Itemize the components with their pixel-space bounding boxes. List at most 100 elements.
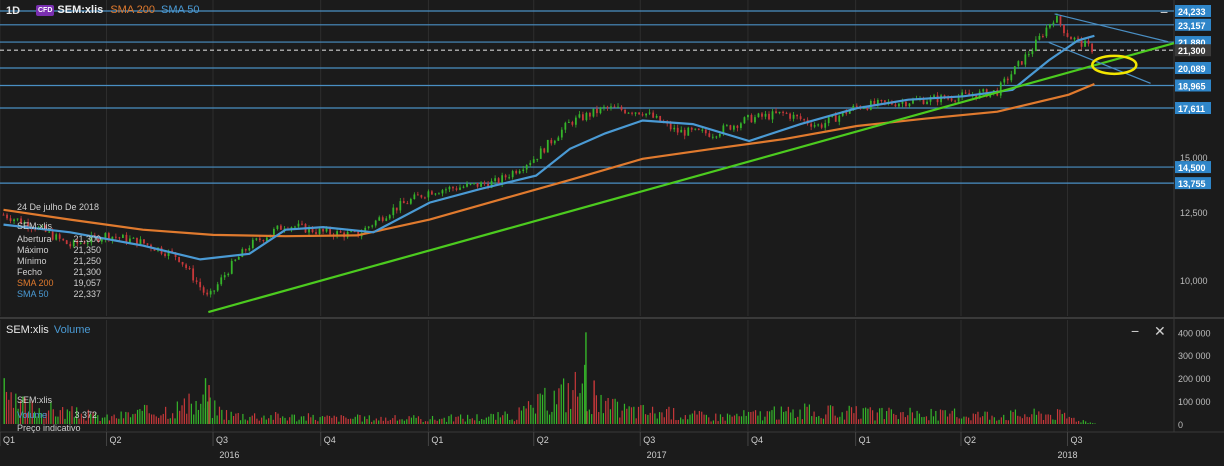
volume-bar	[834, 415, 836, 424]
volume-bar	[850, 407, 853, 424]
volume-bar	[764, 416, 766, 424]
candle-body	[227, 273, 230, 276]
candle-body	[999, 82, 1002, 96]
volume-bar	[841, 412, 843, 424]
volume-bar	[591, 414, 593, 424]
symbol-label[interactable]: SEM:xlis	[57, 4, 104, 16]
minimize-icon[interactable]: −	[1160, 4, 1169, 20]
volume-bar	[937, 420, 939, 424]
volume-bar	[857, 419, 860, 424]
candle-body	[280, 225, 282, 230]
volume-bar	[338, 421, 340, 424]
volume-bar	[169, 418, 171, 424]
quarter-label: Q3	[643, 435, 655, 445]
volume-bar	[836, 417, 839, 424]
candle-body	[838, 115, 841, 122]
volume-bar	[26, 412, 29, 424]
sma200-legend[interactable]: SMA 200	[110, 4, 155, 16]
volume-bar	[1085, 421, 1087, 424]
volume-bar	[628, 406, 630, 424]
volume-bar	[394, 415, 396, 424]
volume-bar	[1082, 420, 1084, 424]
candle-body	[311, 227, 314, 233]
volume-title[interactable]: Volume	[53, 324, 91, 336]
close-icon[interactable]: ✕	[1154, 323, 1166, 339]
volume-bar	[1024, 414, 1026, 424]
volume-bar	[150, 414, 153, 424]
volume-bar	[204, 378, 207, 424]
volume-bar	[272, 419, 274, 424]
candle-body	[392, 207, 395, 216]
volume-bar	[909, 407, 911, 424]
candle-body	[1084, 40, 1086, 47]
volume-bar	[396, 420, 398, 424]
candle-body	[792, 114, 795, 119]
volume-bar	[799, 409, 801, 424]
candle-body	[364, 227, 367, 233]
volume-bar	[733, 415, 736, 424]
price-level-label: 24,233	[1178, 7, 1206, 17]
volume-bar	[1028, 417, 1031, 424]
volume-bar	[818, 416, 820, 424]
sma50-legend[interactable]: SMA 50	[161, 4, 200, 16]
candle-body	[237, 257, 240, 260]
volume-tooltip: SEM:xlis Volume 3 372	[17, 395, 99, 421]
volume-bar	[757, 415, 759, 424]
volume-bar	[132, 414, 134, 424]
volume-bar	[73, 417, 75, 424]
volume-bar	[237, 412, 239, 424]
volume-bar	[445, 421, 448, 424]
volume-bar	[745, 415, 747, 424]
candle-body	[413, 194, 416, 200]
volume-bar	[415, 417, 417, 424]
volume-bar	[876, 412, 878, 424]
volume-symbol[interactable]: SEM:xlis	[6, 324, 49, 336]
volume-bar	[754, 410, 757, 424]
candle-body	[947, 98, 949, 100]
candle-body	[1066, 33, 1069, 37]
volume-bar	[691, 413, 693, 424]
candle-body	[9, 218, 12, 222]
volume-bar	[778, 419, 780, 424]
volume-bar	[689, 414, 691, 424]
volume-tick-label: 400 000	[1178, 328, 1211, 338]
volume-bar	[647, 414, 649, 424]
volume-bar	[595, 395, 597, 424]
volume-bar	[794, 418, 796, 424]
candle-body	[185, 264, 188, 268]
candle-body	[423, 197, 426, 199]
volume-bar	[687, 419, 689, 424]
candle-body	[1052, 22, 1055, 25]
quarter-label: Q1	[3, 435, 15, 445]
volume-bar	[364, 416, 366, 424]
price-level-tag	[1175, 161, 1211, 174]
candle-body	[648, 112, 651, 114]
candle-body	[192, 268, 195, 281]
volume-bar	[832, 406, 834, 424]
candle-body	[1087, 40, 1090, 44]
candle-body	[490, 181, 493, 188]
volume-bar	[19, 400, 22, 424]
volume-bar	[50, 401, 52, 424]
timeframe-label[interactable]: 1D	[6, 5, 21, 17]
volume-bar	[558, 388, 560, 424]
minimize-icon[interactable]: −	[1131, 323, 1140, 339]
price-level-tag	[1175, 5, 1211, 17]
candle-body	[813, 125, 816, 127]
volume-bar	[843, 419, 846, 424]
tooltip-row-value: 19,057	[73, 278, 101, 288]
volume-bar	[729, 414, 731, 424]
volume-bar	[1031, 414, 1033, 424]
volume-bar	[120, 411, 122, 424]
volume-bar	[125, 411, 127, 424]
candle-body	[504, 175, 507, 178]
volume-bar	[539, 393, 541, 424]
candle-body	[1059, 16, 1062, 25]
candle-body	[589, 112, 591, 117]
volume-bar	[897, 419, 899, 424]
price-level-tag	[1175, 177, 1211, 190]
candle-body	[455, 188, 458, 190]
volume-bar	[298, 419, 300, 424]
volume-bar	[738, 416, 740, 424]
volume-bars	[3, 332, 1096, 424]
